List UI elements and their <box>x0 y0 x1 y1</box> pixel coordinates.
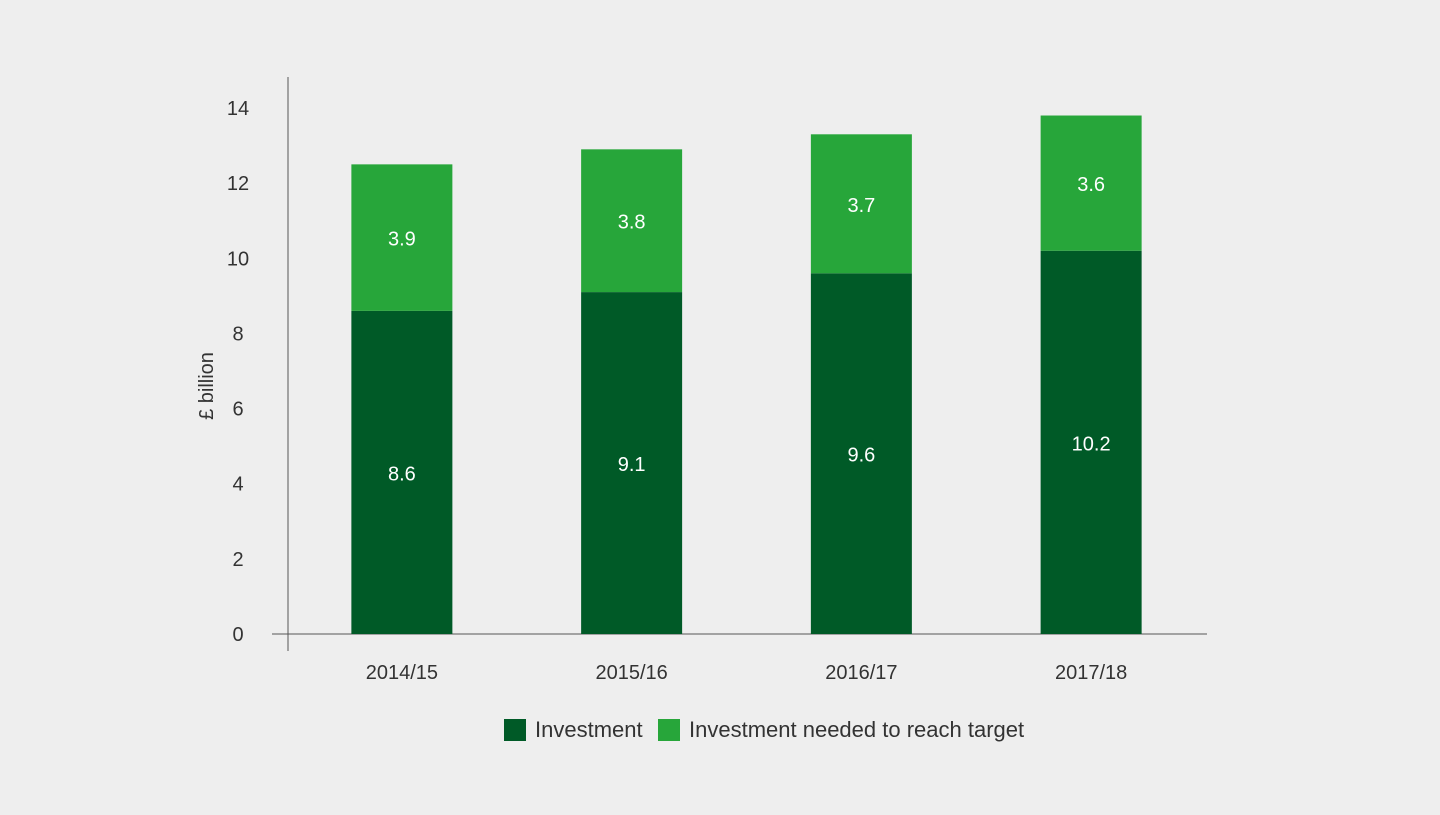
legend-swatch <box>504 719 526 741</box>
x-tick-label: 2015/16 <box>595 662 667 684</box>
y-tick-label: 2 <box>232 549 243 571</box>
bar-segment <box>810 273 912 634</box>
bar-value-label: 9.6 <box>847 445 875 467</box>
bar-value-label: 3.8 <box>618 212 646 234</box>
tick-labels: 0 2 4 6 8 10 12 14 2014/15 2015/16 2016/17 2017/18 <box>227 98 1127 684</box>
bar-segment <box>810 134 912 274</box>
bar-segment <box>351 164 453 311</box>
bar-segment <box>351 310 453 634</box>
y-tick-label: 10 <box>227 248 249 270</box>
y-tick-label: 14 <box>227 98 249 120</box>
y-tick-label: 4 <box>232 474 243 496</box>
x-tick-label: 2016/17 <box>825 662 897 684</box>
bars: 8.6 3.9 9.1 3.8 9.6 3.7 10.2 3.6 <box>351 115 1142 634</box>
y-tick-label: 8 <box>232 323 243 345</box>
bar-segment <box>1040 115 1142 251</box>
bar-segment <box>1040 250 1142 634</box>
y-tick-label: 0 <box>232 624 243 646</box>
legend-label: Investment needed to reach target <box>689 717 1024 742</box>
bar-value-label: 3.6 <box>1077 174 1105 196</box>
bar-segment <box>581 149 683 293</box>
y-axis-title: £ billion <box>196 352 218 420</box>
x-tick-label: 2014/15 <box>366 662 438 684</box>
bar-value-label: 3.9 <box>388 229 416 251</box>
bar-value-label: 9.1 <box>618 454 646 476</box>
x-tick-label: 2017/18 <box>1055 662 1127 684</box>
legend: Investment Investment needed to reach tar… <box>504 717 1024 742</box>
y-tick-label: 12 <box>227 173 249 195</box>
bar-value-label: 3.7 <box>847 195 875 217</box>
y-tick-label: 6 <box>232 399 243 421</box>
bar-value-label: 10.2 <box>1072 433 1111 455</box>
bar-value-label: 8.6 <box>388 463 416 485</box>
legend-swatch <box>658 719 680 741</box>
bar-segment <box>581 292 683 634</box>
legend-label: Investment <box>535 717 643 742</box>
